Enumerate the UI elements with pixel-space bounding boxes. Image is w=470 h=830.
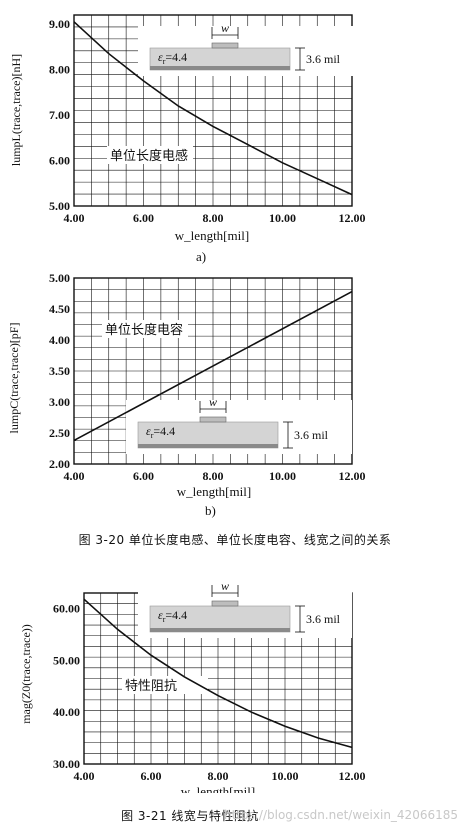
x-tick-label: 6.00 [133, 469, 154, 483]
y-tick-label: 3.00 [49, 395, 70, 409]
inset-permittivity-label: εr=4.4 [158, 608, 187, 624]
series-line [73, 290, 353, 442]
y-axis-label: lumpL(trace,trace)[nH] [9, 54, 23, 166]
chart-lumpC: w εr=4.4 3.6 mil 单位长度电容 4.00 6.00 8.00 10.00 12.… [7, 271, 366, 499]
chart-annotation: 特性阻抗 [125, 678, 177, 693]
inset-permittivity-label: εr=4.4 [158, 50, 187, 66]
y-tick-label: 2.00 [49, 457, 70, 471]
inset-trace [211, 42, 239, 49]
x-tick-label: 6.00 [133, 211, 154, 225]
inset-width-label: w [209, 395, 217, 409]
chart-annotation: 单位长度电容 [105, 322, 183, 337]
x-axis-label: w_length[mil] [177, 484, 251, 499]
inset-permittivity-label: εr=4.4 [146, 424, 175, 440]
watermark: https://blog.csdn.net/weixin_42066185 [223, 808, 458, 822]
inset-ground-plane [150, 66, 290, 70]
y-tick-label: 40.00 [53, 705, 80, 719]
inset-trace [211, 600, 239, 607]
y-tick-label: 7.00 [49, 108, 70, 122]
inset-ground-plane [138, 444, 278, 448]
y-tick-label: 50.00 [53, 653, 80, 667]
y-tick-label: 4.00 [49, 333, 70, 347]
x-tick-label: 4.00 [74, 769, 95, 783]
inset-width-label: w [221, 21, 229, 35]
inset-height-label: 3.6 mil [306, 612, 341, 626]
y-tick-label: 9.00 [49, 17, 70, 31]
y-tick-label: 5.00 [49, 271, 70, 285]
plot-frame [73, 14, 353, 207]
x-tick-label: 10.00 [269, 469, 296, 483]
x-tick-label: 10.00 [272, 769, 299, 783]
subfigure-label-a: a) [196, 249, 207, 264]
y-tick-label: 4.50 [49, 302, 70, 316]
annotation-background [107, 146, 193, 164]
y-axis-label: mag(Z0(trace,trace)) [19, 624, 33, 724]
x-tick-label: 4.00 [64, 211, 85, 225]
series-line [73, 21, 353, 196]
y-tick-label: 60.00 [53, 602, 80, 616]
inset-substrate [137, 421, 279, 449]
y-tick-label: 5.00 [49, 199, 70, 213]
x-tick-label: 8.00 [203, 469, 224, 483]
chart-impedance: w εr=4.4 3.6 mil 特性阻抗 4.00 6.00 8.00 10.00 12.00… [19, 579, 366, 793]
x-tick-label: 8.00 [208, 769, 229, 783]
plot-frame [73, 277, 353, 465]
series-line [83, 598, 353, 749]
y-axis-label: lumpC(trace,trace)[pF] [7, 323, 21, 434]
x-tick-label: 8.00 [203, 211, 224, 225]
annotation-background [122, 676, 208, 694]
inset-width-label: w [221, 579, 229, 593]
x-axis-label: w_length[mil] [181, 784, 255, 793]
y-tick-label: 8.00 [49, 63, 70, 77]
chart-annotation: 单位长度电感 [110, 148, 188, 163]
inset-trace [199, 416, 227, 423]
annotation-background [102, 320, 188, 338]
x-tick-label: 10.00 [269, 211, 296, 225]
x-tick-label: 4.00 [64, 469, 85, 483]
inset-height-label: 3.6 mil [294, 428, 329, 442]
y-tick-label: 3.50 [49, 364, 70, 378]
y-tick-label: 2.50 [49, 426, 70, 440]
figure-caption-3-20: 图 3-20 单位长度电感、单位长度电容、线宽之间的关系 [78, 533, 392, 547]
chart-lumpL: w εr=4.4 3.6 mil 单位长度电感 4.00 6.00 8.00 10.00 12.… [9, 14, 366, 243]
y-tick-label: 6.00 [49, 154, 70, 168]
subfigure-label-b: b) [205, 503, 216, 518]
y-tick-label: 30.00 [53, 757, 80, 771]
inset-height-label: 3.6 mil [306, 52, 341, 66]
x-tick-label: 12.00 [339, 211, 366, 225]
x-tick-label: 6.00 [141, 769, 162, 783]
x-tick-label: 12.00 [339, 469, 366, 483]
figure-caption-3-21: 图 3-21 线宽与特性阻抗 [121, 809, 259, 823]
x-tick-label: 12.00 [339, 769, 366, 783]
inset-ground-plane [150, 628, 290, 632]
x-axis-label: w_length[mil] [175, 228, 249, 243]
